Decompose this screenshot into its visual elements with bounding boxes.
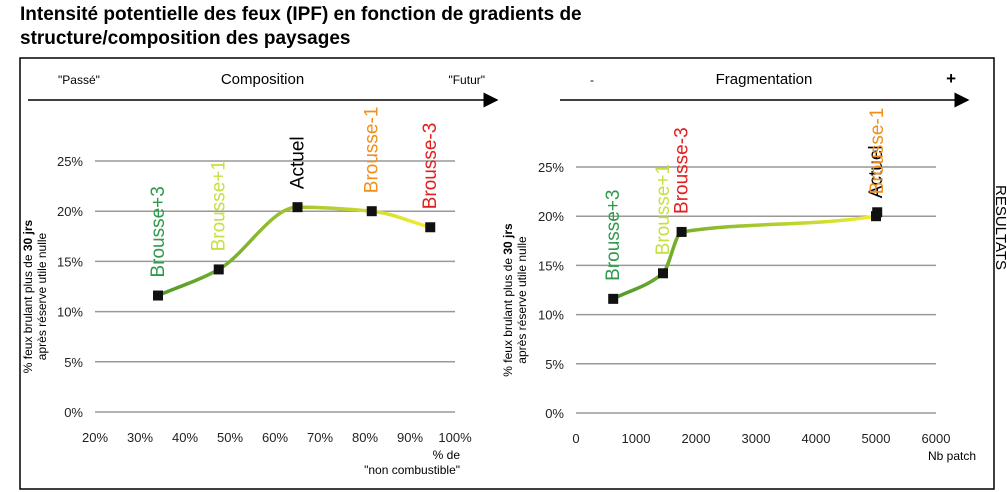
arrow-right-label: "Futur" [448,73,485,87]
x-tick-label: 4000 [802,431,831,446]
x-tick-label: 40% [172,430,198,445]
data-point [425,222,436,233]
arrow-center-label: Fragmentation [716,71,813,88]
data-point [153,290,163,301]
x-axis-label: Nb patch [928,449,976,463]
trend-curve [157,205,431,298]
y-axis-label: % feux brulant plus de 30 jrs [21,219,35,373]
arrow-right-label: + [946,69,956,88]
y-tick-label: 15% [57,254,83,269]
x-tick-label: 2000 [682,431,711,446]
x-tick-label: 100% [438,430,472,445]
y-axis-label: % feux brulant plus de 30 jrs [501,223,515,377]
title-line: Intensité potentielle des feux (IPF) en … [20,4,582,25]
point-label: Brousse+1 [653,164,674,255]
data-point [658,268,668,279]
title-line: structure/composition des paysages [20,28,351,49]
data-point [676,226,687,237]
point-label: Brousse+3 [603,189,624,280]
arrow-center-label: Composition [221,71,304,88]
point-label: Actuel [288,136,309,189]
point-label: Brousse-3 [672,127,693,214]
x-tick-label: 90% [397,430,423,445]
y-tick-label: 10% [57,305,83,320]
y-tick-label: 20% [538,209,564,224]
data-point [292,202,303,213]
y-tick-label: 20% [57,204,83,219]
x-tick-label: 60% [262,430,288,445]
point-label: Brousse-1 [362,107,383,194]
point-label: Brousse-3 [420,123,441,210]
x-tick-label: 1000 [622,431,651,446]
y-tick-label: 10% [538,308,564,323]
y-axis-label-bold: 30 jrs [21,219,35,251]
x-tick-label: 70% [307,430,333,445]
point-label: Actuel [866,145,887,198]
y-axis-label-part: % feux brulant plus de [501,255,515,377]
x-tick-label: 6000 [922,431,951,446]
data-point [608,293,619,304]
y-tick-label: 0% [545,406,564,421]
y-tick-label: 15% [538,258,564,273]
y-tick-label: 5% [64,355,83,370]
data-point [366,206,377,217]
x-axis-label: "non combustible" [364,463,460,477]
y-tick-label: 25% [57,154,83,169]
y-axis-label-bold: 30 jrs [501,223,515,255]
arrow-left-label: "Passé" [58,73,100,87]
y-tick-label: 25% [538,160,564,175]
x-tick-label: 80% [352,430,378,445]
point-label: Brousse+1 [209,160,230,251]
point-label: Brousse-1 [867,108,888,195]
y-axis-label: après réserve utile nulle [35,232,49,360]
slide-frame [19,57,995,490]
x-tick-label: 5000 [862,431,891,446]
y-tick-label: 5% [545,357,564,372]
y-axis-label-part: % feux brulant plus de [21,251,35,373]
x-tick-label: 3000 [742,431,771,446]
y-axis-label: après réserve utile nulle [515,236,529,364]
x-tick-label: 20% [82,430,108,445]
x-tick-label: 50% [217,430,243,445]
point-label: Brousse+3 [148,186,169,277]
data-point [872,207,883,218]
x-tick-label: 30% [127,430,153,445]
x-tick-label: 0 [572,431,579,446]
y-tick-label: 0% [64,405,83,420]
arrow-left-label: - [590,73,594,87]
side-label: RESULTATS [992,185,1007,270]
x-axis-label: % de [433,448,461,462]
data-point [213,264,224,275]
